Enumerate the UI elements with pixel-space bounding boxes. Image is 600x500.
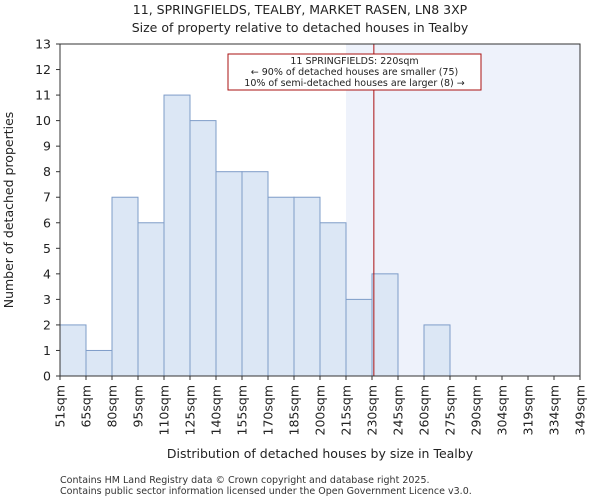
chart-subtitle: Size of property relative to detached ho… [132,20,469,35]
annotation-line-2: ← 90% of detached houses are smaller (75… [251,67,458,78]
x-tick-label-185sqm: 185sqm [287,385,302,435]
bar-65sqm [85,349,113,377]
y-tick-label-0: 0 [43,369,51,384]
y-tick-label-12: 12 [35,62,51,77]
y-tick-label-4: 4 [43,266,51,281]
y-tick-label-13: 13 [35,37,51,52]
bar-155sqm [241,171,269,377]
x-tick-label-80sqm: 80sqm [105,385,120,428]
annotation-line-3: 10% of semi-detached houses are larger (… [244,78,464,89]
x-tick-label-200sqm: 200sqm [313,385,328,435]
y-tick-label-5: 5 [43,241,51,256]
y-tick-label-10: 10 [35,113,51,128]
x-axis-label: Distribution of detached houses by size … [167,446,474,461]
bar-230sqm [371,273,399,377]
bar-125sqm [189,120,217,377]
x-tick-label-319sqm: 319sqm [521,385,536,435]
chart-title: 11, SPRINGFIELDS, TEALBY, MARKET RASEN, … [133,2,468,17]
x-tick-label-95sqm: 95sqm [131,385,146,428]
x-ticks-group: 51sqm 65sqm 80sqm 95sqm 110sqm 125sqm 140sqm 15… [53,376,588,435]
x-tick-label-245sqm: 245sqm [391,385,406,435]
bar-51sqm [59,324,87,377]
footer-line-2: Contains public sector information licen… [60,486,472,497]
bar-110sqm [163,94,191,377]
annotation-line-1: 11 SPRINGFIELDS: 220sqm [290,56,418,67]
x-tick-label-334sqm: 334sqm [547,385,562,435]
bar-200sqm [319,222,347,377]
bar-215sqm [345,298,373,377]
bar-80sqm [111,196,139,377]
x-tick-label-275sqm: 275sqm [443,385,458,435]
bar-170sqm [267,196,295,377]
footer-line-1: Contains HM Land Registry data © Crown c… [60,475,430,486]
y-tick-label-11: 11 [35,88,51,103]
x-tick-label-155sqm: 155sqm [235,385,250,435]
y-tick-label-2: 2 [43,317,51,332]
annotation-box-frame [227,53,482,91]
y-axis-label: Number of detached properties [1,112,16,309]
bar-185sqm [293,196,321,377]
x-tick-label-349sqm: 349sqm [573,385,588,435]
x-tick-label-65sqm: 65sqm [79,385,94,428]
x-tick-label-125sqm: 125sqm [183,385,198,435]
y-tick-label-8: 8 [43,164,51,179]
bar-140sqm [215,171,243,377]
annotation-box: 11 SPRINGFIELDS: 220sqm ← 90% of detache… [227,53,482,91]
x-tick-label-304sqm: 304sqm [495,385,510,435]
x-tick-label-215sqm: 215sqm [339,385,354,435]
y-tick-label-9: 9 [43,139,51,154]
x-tick-label-290sqm: 290sqm [469,385,484,435]
bar-95sqm [137,222,165,377]
x-tick-label-260sqm: 260sqm [417,385,432,435]
y-tick-label-6: 6 [43,215,51,230]
x-tick-label-51sqm: 51sqm [53,385,68,428]
x-tick-label-230sqm: 230sqm [365,385,380,435]
y-tick-label-7: 7 [43,190,51,205]
x-tick-label-110sqm: 110sqm [157,385,172,435]
bar-260sqm [423,324,451,377]
x-tick-label-170sqm: 170sqm [261,385,276,435]
y-tick-label-3: 3 [43,292,51,307]
bars-group [59,94,451,377]
y-tick-label-1: 1 [43,343,51,358]
x-tick-label-140sqm: 140sqm [209,385,224,435]
